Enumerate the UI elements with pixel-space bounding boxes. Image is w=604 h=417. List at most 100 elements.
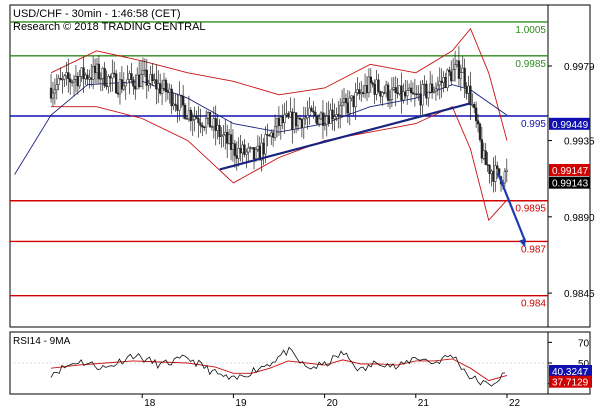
- candle-body: [316, 115, 319, 125]
- candle-body: [333, 116, 336, 120]
- candle-body: [174, 103, 177, 106]
- candle-body: [287, 113, 290, 118]
- candle-body: [262, 142, 265, 155]
- time-tick-label: 19: [235, 398, 247, 409]
- candle-body: [388, 99, 392, 101]
- candle-body: [124, 82, 127, 87]
- candle-body: [136, 74, 139, 90]
- candle-body: [109, 76, 112, 79]
- candle-body: [82, 67, 85, 80]
- candle-body: [469, 85, 472, 106]
- candle-body: [440, 80, 443, 83]
- candle-body: [400, 85, 403, 101]
- candle-body: [170, 88, 173, 107]
- candle-body: [208, 112, 212, 128]
- candle-body: [93, 65, 97, 74]
- candle-body: [342, 98, 346, 103]
- candle-body: [496, 165, 499, 169]
- candle-body: [120, 79, 124, 90]
- candle-body: [352, 95, 355, 108]
- candle-body: [417, 93, 420, 95]
- candle-body: [189, 109, 192, 122]
- candle-body: [480, 139, 484, 159]
- candle-body: [291, 111, 294, 130]
- candle-body: [275, 118, 279, 128]
- candle-body: [476, 120, 480, 125]
- candle-body: [272, 132, 275, 138]
- candle-body: [373, 84, 376, 95]
- time-axis: 18 19 20 21 22: [141, 394, 521, 409]
- candle-body: [411, 92, 415, 95]
- candle-body: [390, 88, 394, 100]
- candle-body: [348, 97, 351, 114]
- candle-body: [233, 143, 237, 156]
- candle-body: [195, 116, 198, 119]
- trendline: [219, 102, 471, 171]
- candle-body: [331, 109, 334, 120]
- candle-body: [145, 69, 148, 86]
- candle-body: [482, 150, 485, 159]
- candle-body: [49, 87, 53, 99]
- candle-body: [363, 85, 367, 95]
- candle-body: [143, 69, 147, 72]
- candle-body: [168, 88, 171, 93]
- candle-body: [474, 107, 478, 122]
- candle-body: [406, 90, 409, 97]
- candle-body: [70, 81, 74, 84]
- candle-body: [92, 65, 95, 80]
- candle-body: [214, 118, 217, 131]
- candle-body: [90, 77, 93, 80]
- candle-body: [375, 79, 378, 95]
- candle-body: [310, 107, 313, 112]
- candle-body: [132, 79, 135, 87]
- candle-body: [362, 92, 365, 95]
- candle-body: [99, 78, 102, 80]
- candle-body: [339, 105, 342, 116]
- price-tick-label: 0.9890: [564, 213, 595, 224]
- candle-body: [182, 95, 185, 106]
- candle-body: [444, 77, 447, 88]
- candle-body: [176, 104, 179, 111]
- candle-body: [490, 170, 493, 175]
- candle-body: [65, 72, 68, 77]
- candle-body: [216, 125, 219, 131]
- candle-body: [218, 125, 221, 137]
- candle-body: [227, 134, 231, 144]
- candle-body: [166, 91, 169, 93]
- candle-body: [442, 77, 445, 83]
- candle-body: [296, 117, 300, 127]
- time-tick-label: 21: [418, 398, 430, 409]
- candle-body: [404, 91, 407, 97]
- rsi-value-box: [549, 375, 592, 388]
- candle-body: [128, 73, 131, 80]
- candle-body: [321, 112, 325, 126]
- candle-body: [151, 74, 154, 82]
- candle-body: [438, 80, 441, 86]
- candle-body: [448, 69, 451, 73]
- candle-body: [425, 83, 428, 99]
- candle-body: [72, 79, 76, 83]
- candle-body: [178, 94, 181, 111]
- candle-body: [137, 74, 141, 87]
- candle-body: [446, 69, 449, 88]
- candle-body: [335, 114, 338, 117]
- candle-body: [325, 116, 328, 125]
- candle-body: [377, 79, 380, 92]
- candle-body: [285, 113, 288, 116]
- candle-body: [180, 94, 183, 97]
- candle-body: [384, 84, 388, 94]
- candle-body: [101, 68, 104, 79]
- candle-body: [415, 93, 418, 95]
- chart-subtitle: Research © 2018 TRADING CENTRAL: [13, 21, 206, 33]
- candle-body: [113, 72, 116, 75]
- candle-body: [210, 126, 214, 128]
- candle-body: [344, 98, 348, 104]
- candle-body: [293, 112, 296, 130]
- candle-body: [118, 79, 122, 95]
- candle-body: [95, 63, 99, 74]
- candle-body: [394, 87, 397, 93]
- candle-body: [298, 117, 302, 120]
- candle-body: [159, 83, 162, 94]
- rsi-tick-label: 70: [578, 338, 590, 349]
- candle-body: [264, 134, 267, 155]
